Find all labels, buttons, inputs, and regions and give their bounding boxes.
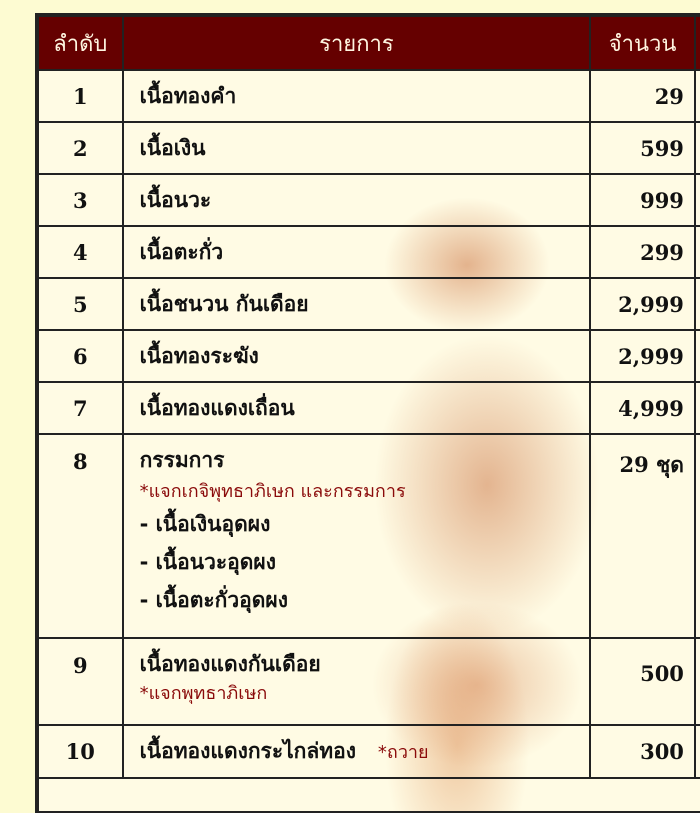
table-row: 3 เนื้อนวะ 999: [37, 173, 700, 227]
header-extra: [693, 15, 700, 71]
row-number: 6: [37, 329, 124, 383]
header-qty: จำนวน: [589, 15, 696, 71]
sub-item: - เนื้อนวะอุดผง: [139, 550, 276, 574]
row-item: เนื้อชนวน กันเดือย: [121, 277, 592, 331]
row-qty: 599: [589, 121, 696, 175]
row-extra: [693, 637, 700, 726]
empty-row: [37, 777, 700, 811]
header-no: ลำดับ: [37, 15, 124, 71]
header-item: รายการ: [121, 15, 592, 71]
table-row: 7 เนื้อทองแดงเถื่อน 4,999: [37, 381, 700, 435]
row-number: 8: [37, 433, 124, 639]
row-extra: [693, 225, 700, 279]
row-item: เนื้อทองระฆัง: [121, 329, 592, 383]
row-number: 4: [37, 225, 124, 279]
row-qty: 29 ชุด: [589, 433, 696, 639]
row-extra: [693, 724, 700, 779]
item-note: *แจกเกจิพุทธาภิเษก และกรรมการ: [139, 481, 406, 502]
row-extra: [693, 433, 700, 639]
row-number: 2: [37, 121, 124, 175]
table-row: 2 เนื้อเงิน 599: [37, 121, 700, 175]
row-qty: 2,999: [589, 329, 696, 383]
row-qty: 999: [589, 173, 696, 227]
table-row: 4 เนื้อตะกั่ว 299: [37, 225, 700, 279]
item-name: เนื้อทองแดงกระไกล่ทอง: [139, 739, 356, 763]
row-number: 3: [37, 173, 124, 227]
item-note: *แจกพุทธาภิเษก: [139, 683, 268, 704]
row-item: เนื้อทองแดงกระไกล่ทอง *ถวาย: [121, 724, 592, 779]
row-qty: 299: [589, 225, 696, 279]
row-extra: [693, 329, 700, 383]
row-extra: [693, 381, 700, 435]
item-table: ลำดับ รายการ จำนวน 1 เนื้อทองคำ 29 2 เนื…: [37, 15, 700, 811]
item-note: *ถวาย: [377, 742, 429, 763]
row-extra: [693, 121, 700, 175]
row-item: เนื้อทองคำ: [121, 69, 592, 123]
row-item: กรรมการ *แจกเกจิพุทธาภิเษก และกรรมการ - …: [121, 433, 592, 639]
sub-item: - เนื้อเงินอุดผง: [139, 512, 271, 536]
row-number: 7: [37, 381, 124, 435]
row-qty: 29: [589, 69, 696, 123]
row-number: 10: [37, 724, 124, 779]
row-item: เนื้อทองแดงเถื่อน: [121, 381, 592, 435]
row-extra: [693, 277, 700, 331]
table-row: 6 เนื้อทองระฆัง 2,999: [37, 329, 700, 383]
item-name: เนื้อทองแดงกันเดือย: [139, 652, 321, 676]
table-row: 10 เนื้อทองแดงกระไกล่ทอง *ถวาย 300: [37, 724, 700, 779]
row-item: เนื้อทองแดงกันเดือย *แจกพุทธาภิเษก: [121, 637, 592, 726]
row-number: 9: [37, 637, 124, 726]
table-row: 8 กรรมการ *แจกเกจิพุทธาภิเษก และกรรมการ …: [37, 433, 700, 639]
row-item: เนื้อนวะ: [121, 173, 592, 227]
row-qty: 4,999: [589, 381, 696, 435]
table-row: 5 เนื้อชนวน กันเดือย 2,999: [37, 277, 700, 331]
sub-item: - เนื้อตะกั่วอุดผง: [139, 588, 288, 612]
row-item: เนื้อตะกั่ว: [121, 225, 592, 279]
table-row-empty: [37, 777, 700, 811]
table-row: 1 เนื้อทองคำ 29: [37, 69, 700, 123]
row-extra: [693, 69, 700, 123]
item-name: กรรมการ: [139, 448, 225, 472]
row-number: 5: [37, 277, 124, 331]
row-qty: 2,999: [589, 277, 696, 331]
row-item: เนื้อเงิน: [121, 121, 592, 175]
row-qty: 300: [589, 724, 696, 779]
row-number: 1: [37, 69, 124, 123]
row-qty: 500: [589, 637, 696, 726]
row-extra: [693, 173, 700, 227]
table-row: 9 เนื้อทองแดงกันเดือย *แจกพุทธาภิเษก 500: [37, 637, 700, 726]
table-header: ลำดับ รายการ จำนวน: [37, 15, 700, 71]
price-table-frame: ลำดับ รายการ จำนวน 1 เนื้อทองคำ 29 2 เนื…: [35, 13, 700, 813]
